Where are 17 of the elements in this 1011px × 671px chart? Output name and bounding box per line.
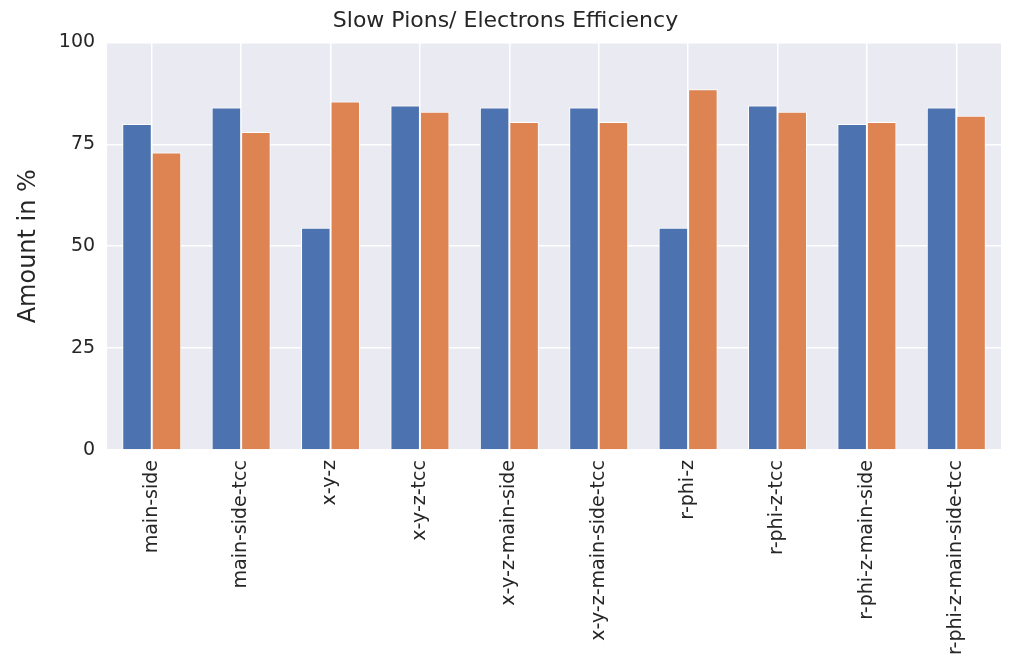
x-tick-label: x-y-z-main-side-tcc xyxy=(585,460,608,641)
x-tick-label: r-phi-z-main-side xyxy=(853,460,876,620)
x-tick-label: x-y-z-tcc xyxy=(406,460,429,541)
y-tick-label: 0 xyxy=(82,436,96,459)
x-tick-label: r-phi-z-tcc xyxy=(764,460,787,555)
y-tick-label: 75 xyxy=(70,131,96,154)
chart-title: Slow Pions/ Electrons Efficiency xyxy=(332,6,679,32)
x-tick-label: x-y-z xyxy=(317,460,340,506)
x-tick-label: r-phi-z-main-side-tcc xyxy=(943,460,966,656)
y-axis-title: Amount in % xyxy=(12,169,41,324)
y-tick-label: 25 xyxy=(70,335,96,358)
x-tick-label: main-side xyxy=(138,460,161,554)
x-tick-label: x-y-z-main-side xyxy=(496,460,519,606)
y-tick-label: 100 xyxy=(58,29,96,52)
x-tick-label: main-side-tcc xyxy=(228,460,251,589)
y-tick-label: 50 xyxy=(70,233,96,256)
x-tick-label: r-phi-z xyxy=(675,460,698,520)
